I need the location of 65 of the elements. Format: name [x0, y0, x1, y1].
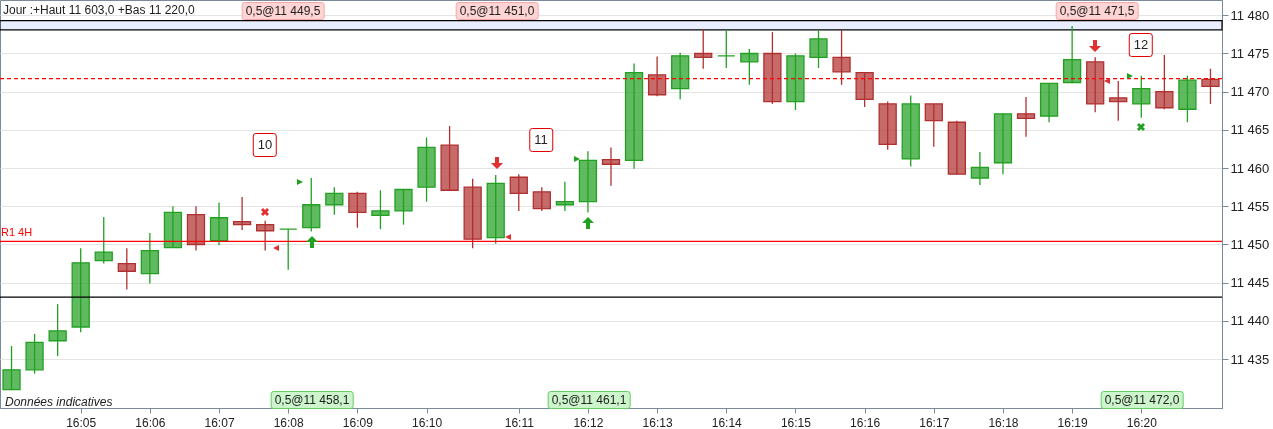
y-tick-label: 11 440 — [1230, 313, 1270, 329]
x-tick-label: 16:19 — [1057, 415, 1088, 429]
candlestick — [647, 55, 667, 97]
candlestick — [509, 173, 528, 212]
candlestick — [394, 188, 413, 226]
candlestick — [348, 191, 367, 229]
candlestick — [94, 216, 113, 265]
x-tick-label: 16:09 — [342, 415, 374, 429]
x-tick-label: 16:15 — [780, 415, 812, 429]
x-tick-label: 16:11 — [504, 415, 535, 429]
x-tick-label: 16:05 — [66, 415, 97, 429]
x-tick-label: 16:17 — [919, 415, 950, 429]
x-tick-label: 16:10 — [412, 415, 443, 429]
y-tick-label: 11 465 — [1230, 122, 1270, 138]
candlestick — [924, 103, 943, 148]
candlestick — [1062, 25, 1082, 84]
candlestick — [532, 186, 551, 212]
candlestick — [809, 29, 828, 69]
x-tick-label: 16:16 — [850, 415, 881, 429]
candlestick — [970, 151, 990, 186]
annotation: 0,5@11 461,1 — [547, 391, 631, 409]
candlestick — [832, 29, 851, 86]
candlestick — [2, 345, 21, 391]
candlestick — [1201, 68, 1220, 105]
y-tick-label: 11 455 — [1230, 198, 1270, 214]
candlestick — [371, 189, 390, 230]
candlestick — [694, 29, 713, 70]
y-tick-label: 11 435 — [1230, 351, 1270, 367]
x-tick-label: 16:13 — [642, 415, 673, 429]
x-tick-label: 16:12 — [573, 415, 604, 429]
candlestick — [1155, 54, 1174, 110]
annotation: 11 — [529, 128, 553, 152]
candlestick — [325, 186, 344, 216]
candlestick — [117, 247, 136, 291]
x-tick-label: 16:18 — [988, 415, 1019, 429]
annotation: Jour :+Haut 11 603,0 +Bas 11 220,0 — [3, 2, 195, 18]
candlestick — [717, 29, 736, 69]
x-tick-label: 16:07 — [204, 415, 235, 429]
candlestick — [48, 303, 67, 357]
x-tick-label: 16:14 — [711, 415, 743, 429]
x-tick-label: 16:08 — [273, 415, 305, 429]
candlestick — [555, 181, 575, 212]
candlestick — [601, 146, 621, 187]
x-tick-label: 16:06 — [135, 415, 166, 429]
y-tick-label: 11 450 — [1230, 236, 1270, 252]
y-tick-label: 11 445 — [1230, 275, 1270, 291]
annotation: Données indicatives — [5, 394, 113, 410]
y-tick-label: 11 460 — [1230, 160, 1270, 176]
annotation: 10 — [252, 133, 278, 157]
annotation: 0,5@11 458,1 — [270, 391, 354, 409]
y-tick-label: 11 470 — [1230, 84, 1270, 100]
candlestick — [740, 48, 759, 86]
annotation: 12 — [1128, 33, 1154, 57]
annotation: 0,5@11 471,5 — [1055, 2, 1139, 20]
annotation: 0,5@11 451,0 — [455, 2, 539, 20]
candlestick — [209, 201, 229, 246]
y-tick-label: 11 475 — [1230, 45, 1270, 61]
x-tick-label: 16:20 — [1126, 415, 1158, 429]
annotation: 0,5@11 449,5 — [241, 2, 325, 20]
candlestick — [140, 232, 160, 285]
candlestick — [1016, 96, 1036, 138]
candlestick — [232, 196, 252, 231]
y-tick-label: 11 480 — [1230, 7, 1270, 23]
ref-line-label: R1 4H — [1, 226, 33, 239]
annotation: 0,5@11 472,0 — [1100, 391, 1184, 409]
